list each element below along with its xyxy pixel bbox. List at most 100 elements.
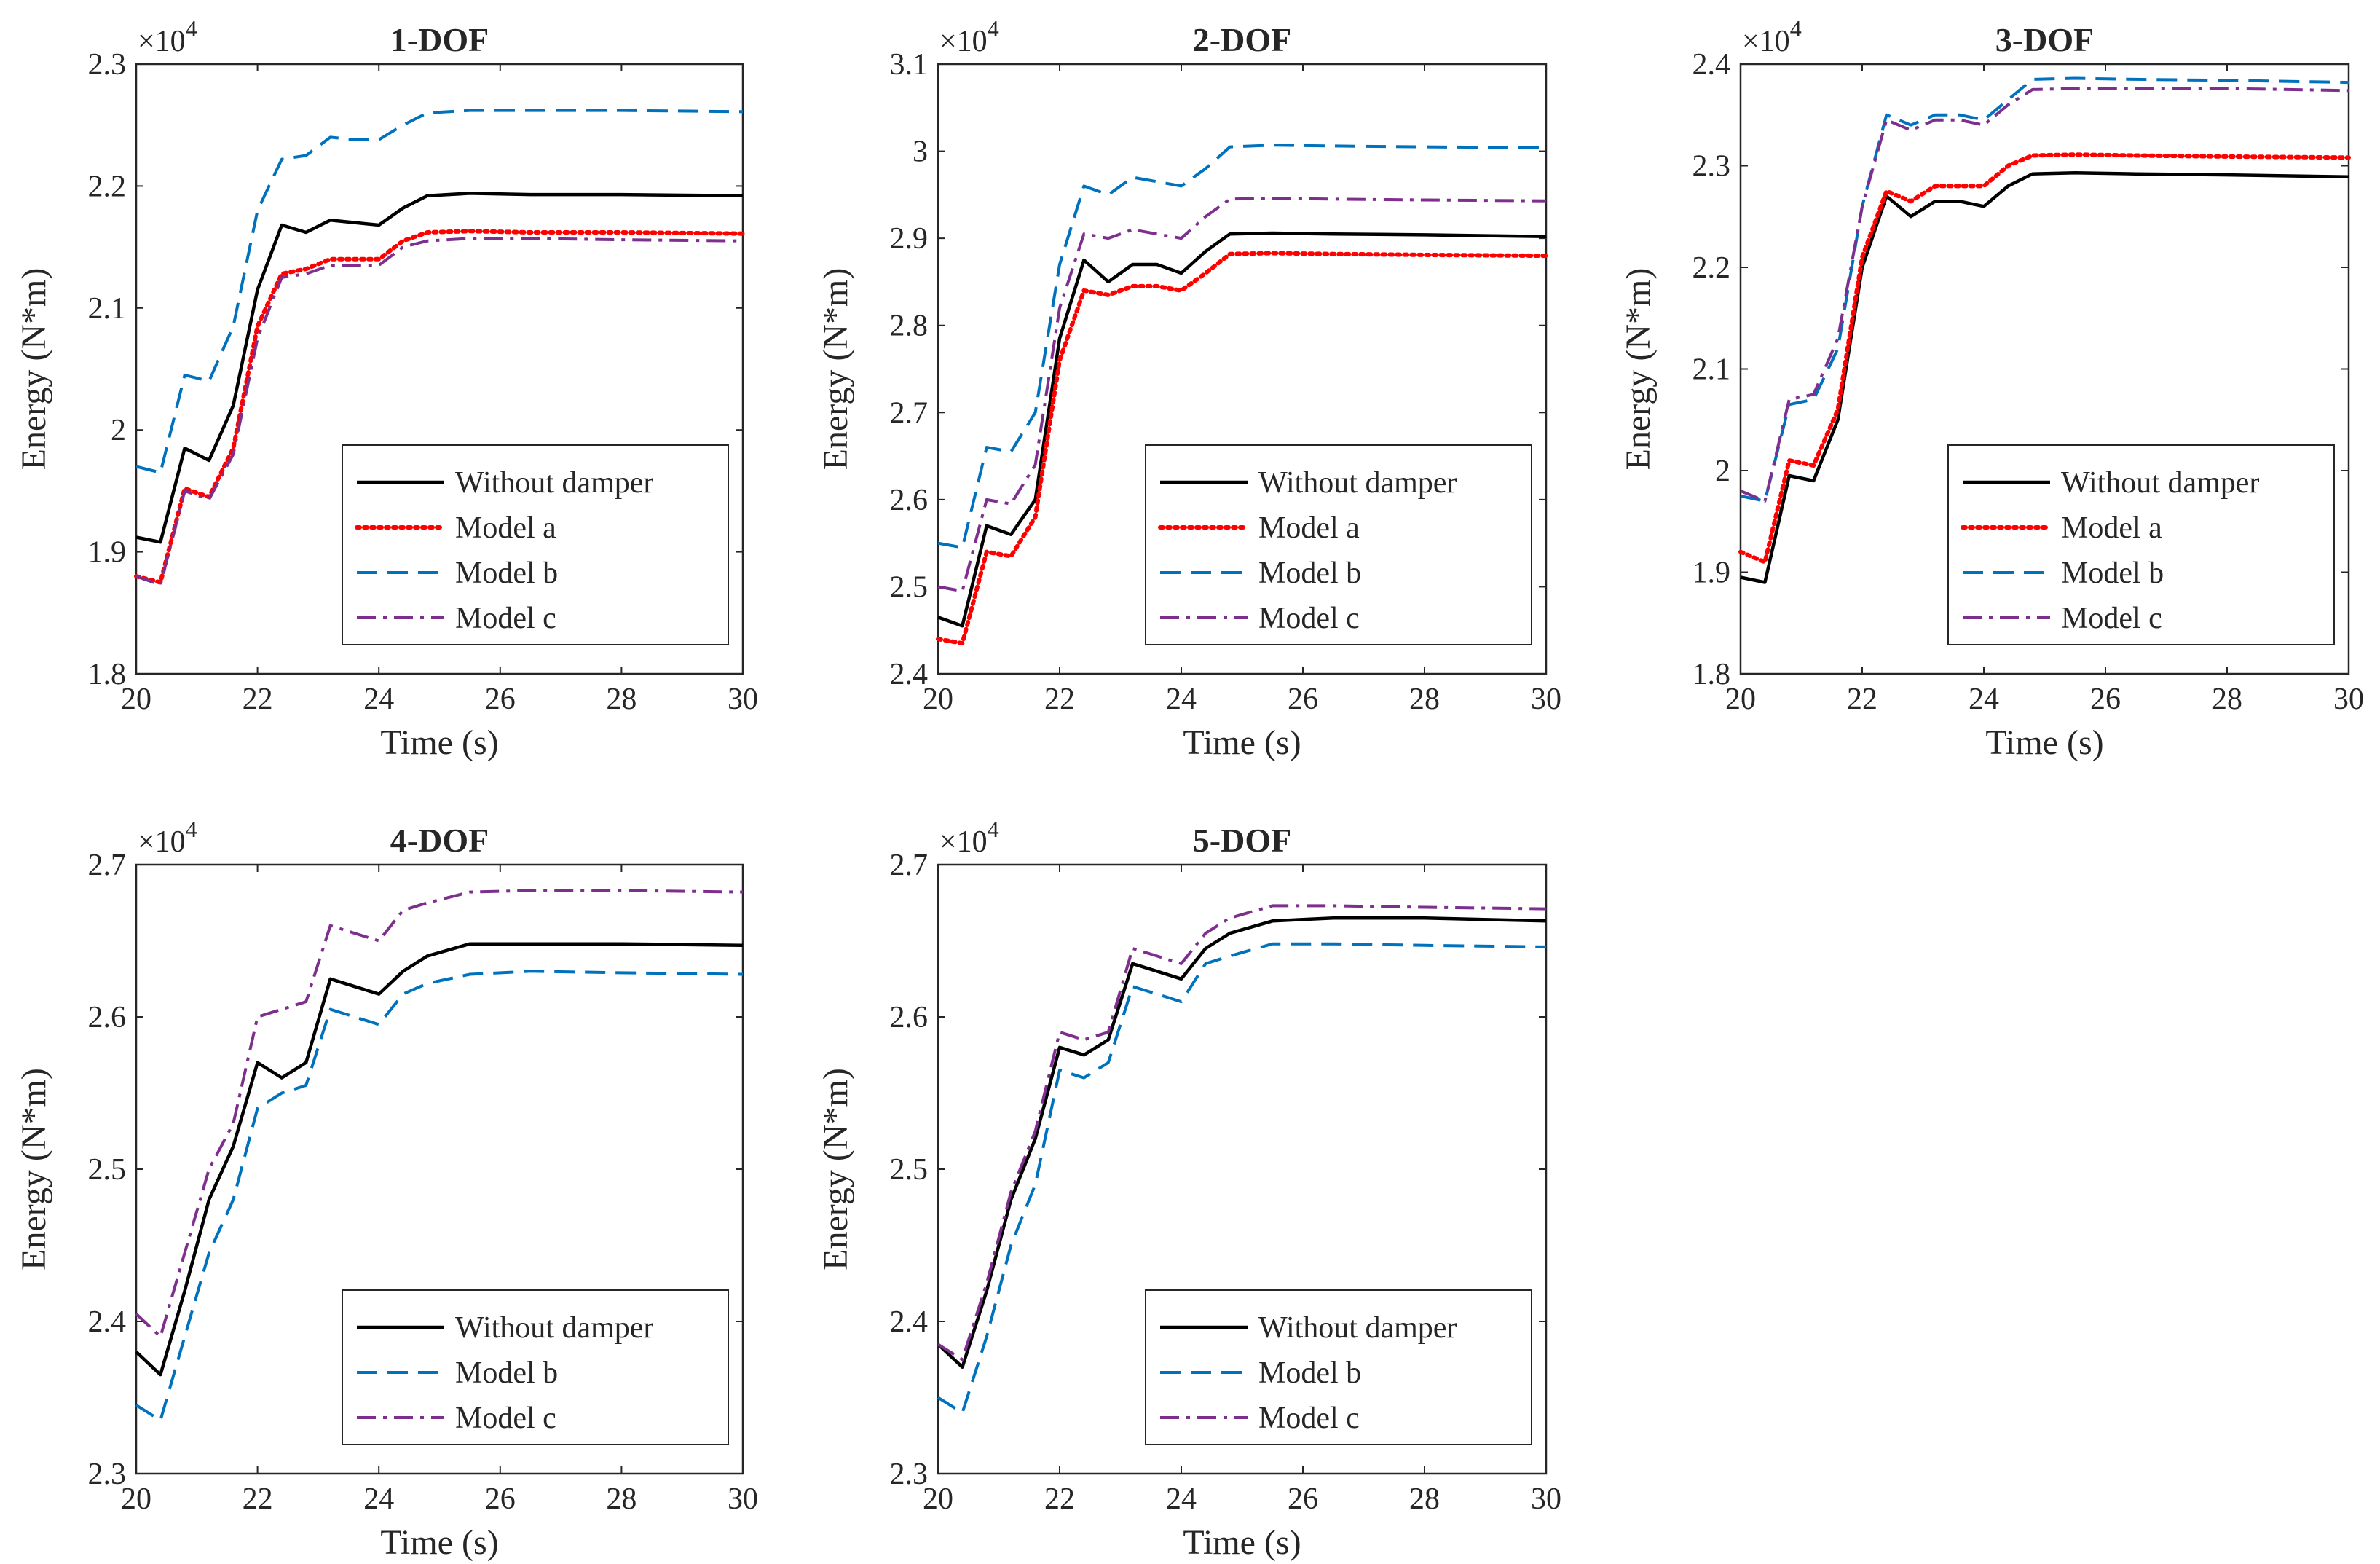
axis-multiplier-base: ×10 <box>939 825 988 859</box>
x-tick-label: 24 <box>1166 683 1197 716</box>
y-tick-label: 2.4 <box>88 1305 127 1339</box>
axis-multiplier: ×104 <box>939 816 999 859</box>
x-tick-label: 22 <box>1847 683 1877 716</box>
legend-label: Model b <box>2061 557 2164 590</box>
y-axis-label: Energy (N*m) <box>15 1068 53 1270</box>
x-tick-label: 28 <box>606 683 637 716</box>
x-tick-label: 20 <box>923 683 953 716</box>
y-tick-label: 2.5 <box>890 570 929 604</box>
x-tick-label: 28 <box>606 1482 637 1516</box>
legend: Without damper Model a Model b Model c <box>342 444 729 645</box>
series-line-model-c <box>1740 87 2349 503</box>
series-line-without-damper <box>135 192 744 544</box>
x-tick-label: 26 <box>485 683 516 716</box>
series-line-model-b <box>135 109 744 474</box>
y-tick-label: 2.3 <box>1693 150 1731 184</box>
axes-frame <box>135 63 744 675</box>
y-tick-label: 2.5 <box>890 1153 929 1187</box>
axes-frame <box>937 63 1548 675</box>
y-tick-label: 2.6 <box>890 1001 929 1034</box>
y-tick-label: 2.6 <box>890 484 929 517</box>
chart-title: 3-DOF <box>1995 21 2094 58</box>
x-axis-label: Time (s) <box>1183 723 1301 762</box>
panel-0: 1-DOF ×104 20 22 24 26 28 30 1.8 1.9 2 2.1 2.2 2.3 Tim… <box>15 15 758 762</box>
x-tick-label: 30 <box>728 1482 758 1516</box>
panel-4: 5-DOF ×104 20 22 24 26 28 30 2.3 2.4 2.5 2.6 2.7 Time… <box>816 816 1561 1562</box>
x-tick-label: 24 <box>363 683 394 716</box>
x-tick-label: 24 <box>1166 1482 1197 1516</box>
axis-multiplier-exponent: 4 <box>988 15 999 42</box>
y-tick-label: 2.7 <box>890 849 929 882</box>
x-tick-label: 20 <box>1725 683 1756 716</box>
legend-label: Model a <box>2061 511 2162 545</box>
x-tick-label: 30 <box>2333 683 2364 716</box>
y-axis-label: Energy (N*m) <box>15 268 53 471</box>
y-axis-label: Energy (N*m) <box>816 268 855 471</box>
chart-title: 1-DOF <box>390 21 489 58</box>
y-tick-label: 2.6 <box>88 1001 127 1034</box>
legend-box <box>1145 444 1532 645</box>
legend: Without damper Model a Model b Model c <box>1947 444 2335 645</box>
legend-box <box>1947 444 2335 645</box>
legend-box <box>342 444 729 645</box>
y-axis-label: Energy (N*m) <box>1619 268 1658 471</box>
y-tick-label: 1.8 <box>1693 658 1731 691</box>
chart-title: 5-DOF <box>1193 822 1291 859</box>
axis-multiplier: ×104 <box>138 15 197 58</box>
legend-label: Without damper <box>1258 466 1457 500</box>
axis-multiplier: ×104 <box>1742 15 1802 58</box>
legend-label: Without damper <box>1258 1311 1457 1345</box>
y-tick-label: 2.3 <box>890 1458 929 1491</box>
x-tick-label: 20 <box>121 1482 151 1516</box>
x-tick-label: 22 <box>1044 683 1075 716</box>
y-tick-label: 1.8 <box>88 658 127 691</box>
x-tick-label: 26 <box>2090 683 2121 716</box>
series-line-model-b <box>937 144 1547 549</box>
series-line-model-b <box>135 970 744 1422</box>
axis-multiplier-base: ×10 <box>138 25 186 58</box>
y-tick-label: 2 <box>1715 455 1730 488</box>
chart-title: 4-DOF <box>390 822 489 859</box>
series-line-without-damper <box>135 942 744 1377</box>
x-tick-label: 22 <box>243 1482 273 1516</box>
x-tick-label: 30 <box>1531 683 1561 716</box>
y-tick-label: 2.4 <box>890 1305 929 1339</box>
panel-3: 4-DOF ×104 20 22 24 26 28 30 2.3 2.4 2.5 2.6 2.7 Time… <box>15 816 758 1562</box>
y-tick-label: 3.1 <box>890 48 929 82</box>
legend: Without damper Model b Model c <box>1145 1289 1532 1445</box>
legend-label: Model b <box>455 1356 558 1390</box>
y-tick-label: 2.7 <box>88 849 127 882</box>
axis-multiplier-base: ×10 <box>138 825 186 859</box>
y-tick-label: 2.9 <box>890 222 929 256</box>
series-line-model-a <box>134 229 745 585</box>
legend-label: Model b <box>455 557 558 590</box>
y-tick-label: 2.2 <box>1693 251 1731 285</box>
legend-label: Model c <box>2061 602 2162 635</box>
legend-label: Model c <box>455 602 556 635</box>
y-tick-label: 2.4 <box>890 658 929 691</box>
x-tick-label: 26 <box>1288 1482 1318 1516</box>
legend-label: Without damper <box>2061 466 2259 500</box>
legend-label: Model c <box>1258 1402 1360 1435</box>
series-line-model-c <box>135 237 744 586</box>
x-tick-label: 28 <box>1409 1482 1440 1516</box>
legend-label: Without damper <box>455 466 653 500</box>
x-tick-label: 20 <box>121 683 151 716</box>
x-axis-label: Time (s) <box>1183 1523 1301 1562</box>
series-line-model-a <box>936 251 1548 646</box>
y-tick-label: 2.3 <box>88 1458 127 1491</box>
y-tick-label: 2.2 <box>88 170 127 203</box>
axis-multiplier-exponent: 4 <box>186 15 197 42</box>
series-line-model-c <box>135 889 744 1338</box>
x-tick-label: 30 <box>1531 1482 1561 1516</box>
panel-1: 2-DOF ×104 20 22 24 26 28 30 2.4 2.5 2.6 2.7 2.8 2.9 3… <box>816 15 1561 762</box>
series-line-model-b <box>937 942 1547 1415</box>
axis-multiplier-base: ×10 <box>939 25 988 58</box>
y-tick-label: 3 <box>913 135 928 169</box>
axis-multiplier-exponent: 4 <box>186 816 197 842</box>
series-line-model-a <box>1738 152 2351 565</box>
legend-label: Model a <box>1258 511 1360 545</box>
y-tick-label: 2.1 <box>88 292 127 326</box>
x-tick-label: 28 <box>1409 683 1440 716</box>
